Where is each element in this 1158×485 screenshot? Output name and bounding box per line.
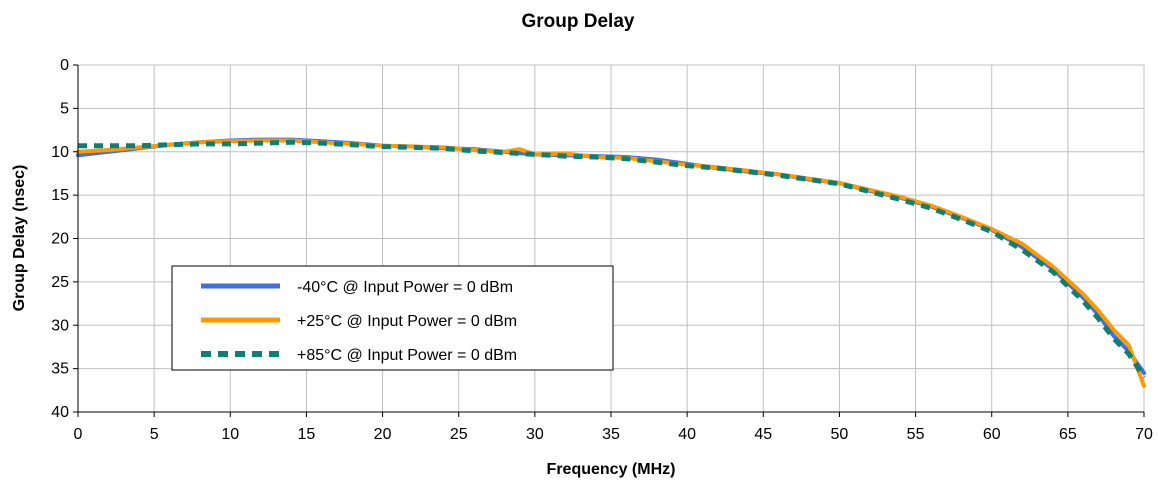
legend-label-0: -40°C @ Input Power = 0 dBm (297, 279, 513, 296)
x-tick-label: 65 (1059, 426, 1077, 443)
x-tick-label: 70 (1135, 426, 1153, 443)
x-axis-ticks: 0 5 10 15 20 25 30 35 40 45 50 55 60 65 70 (74, 411, 1153, 443)
x-tick-label: 15 (298, 426, 316, 443)
y-axis-title: Group Delay (nsec) (11, 165, 28, 312)
legend-label-2: +85°C @ Input Power = 0 dBm (297, 347, 517, 364)
legend: -40°C @ Input Power = 0 dBm +25°C @ Input… (171, 265, 614, 371)
x-tick-label: 50 (831, 426, 849, 443)
x-tick-label: 25 (450, 426, 468, 443)
series-lines (76, 137, 1147, 388)
y-tick-label: 5 (60, 100, 69, 117)
series-line-2 (78, 139, 1147, 379)
y-tick-label: 35 (51, 361, 69, 378)
x-tick-label: 55 (907, 426, 925, 443)
x-tick-label: 60 (983, 426, 1001, 443)
y-tick-label: 20 (51, 231, 69, 248)
y-tick-label: 10 (51, 144, 69, 161)
x-axis-title: Frequency (MHz) (547, 461, 676, 478)
chart-title: Group Delay (522, 11, 635, 32)
x-tick-label: 5 (150, 426, 159, 443)
y-tick-label: 0 (60, 57, 69, 74)
legend-label-1: +25°C @ Input Power = 0 dBm (297, 313, 517, 330)
y-tick-label: 30 (51, 317, 69, 334)
x-tick-label: 30 (526, 426, 544, 443)
y-axis-ticks: 0 5 10 15 20 25 30 35 40 (51, 57, 79, 421)
y-tick-label: 15 (51, 187, 69, 204)
y-tick-label: 25 (51, 274, 69, 291)
x-tick-label: 35 (602, 426, 620, 443)
y-tick-label: 40 (51, 404, 69, 421)
x-tick-label: 20 (374, 426, 392, 443)
x-tick-label: 45 (754, 426, 772, 443)
x-tick-label: 40 (678, 426, 696, 443)
x-tick-label: 10 (221, 426, 239, 443)
x-tick-label: 0 (74, 426, 83, 443)
